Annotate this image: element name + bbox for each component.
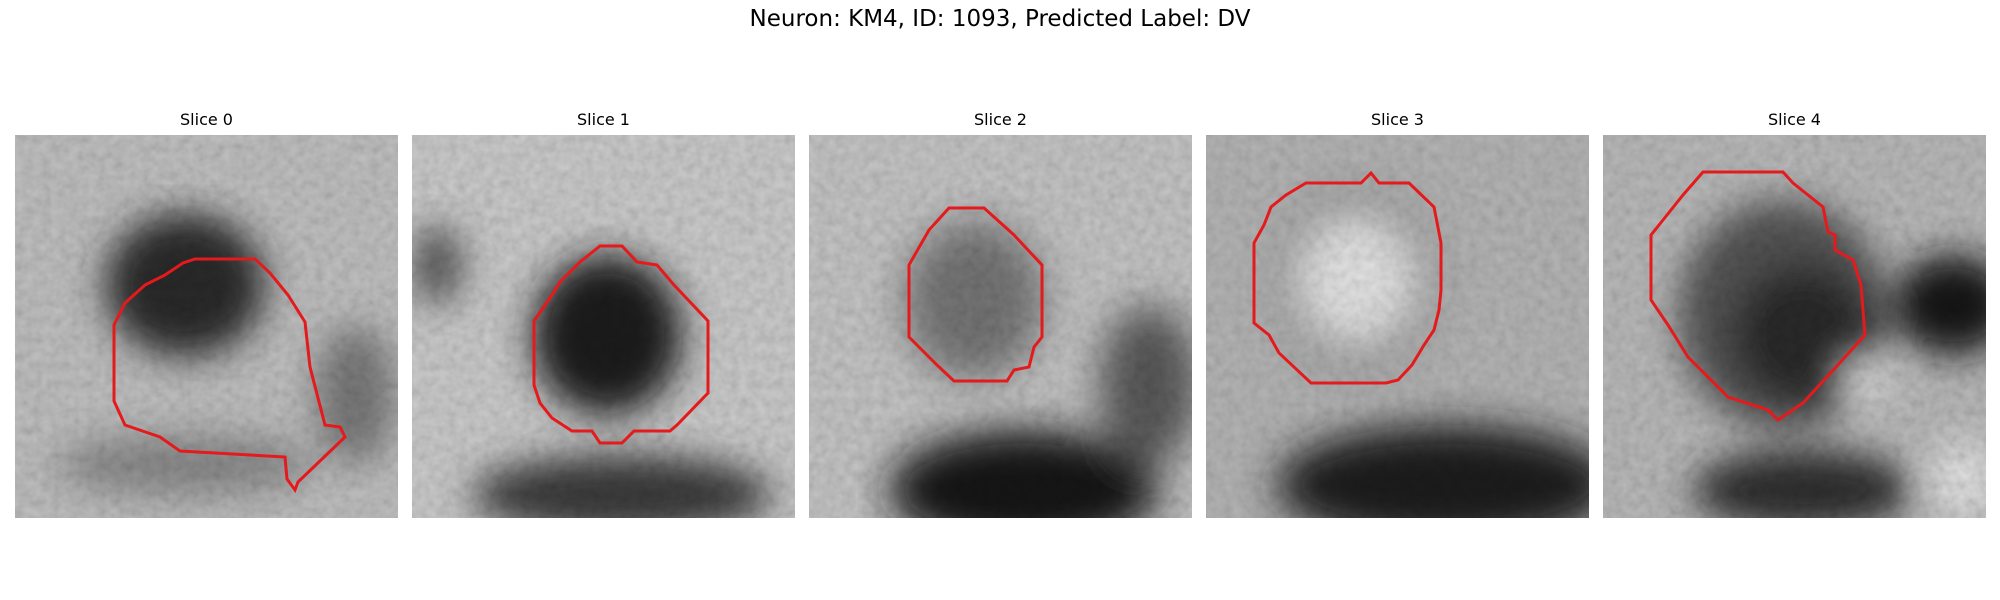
slice-image-0 (15, 135, 398, 518)
slice-title-1: Slice 1 (577, 110, 630, 129)
slice-panel-3: Slice 3 (1206, 108, 1589, 518)
contour-0 (112, 257, 347, 494)
slice-title-2: Slice 2 (974, 110, 1027, 129)
slice-panel-4: Slice 4 (1603, 108, 1986, 518)
slice-title-0: Slice 0 (180, 110, 233, 129)
figure-title: Neuron: KM4, ID: 1093, Predicted Label: … (749, 6, 1251, 32)
slice-panel-0: Slice 0 (15, 108, 398, 518)
slice-title-3: Slice 3 (1371, 110, 1424, 129)
slice-image-4 (1603, 135, 1986, 518)
slice-panel-2: Slice 2 (809, 108, 1192, 518)
slice-image-3 (1206, 135, 1589, 518)
slice-panel-1: Slice 1 (412, 108, 795, 518)
contour-3 (1252, 170, 1443, 385)
contour-2 (907, 206, 1044, 383)
slice-title-4: Slice 4 (1768, 110, 1821, 129)
contour-1 (532, 244, 710, 445)
contour-4 (1649, 170, 1867, 422)
slice-image-1 (412, 135, 795, 518)
slice-image-2 (809, 135, 1192, 518)
